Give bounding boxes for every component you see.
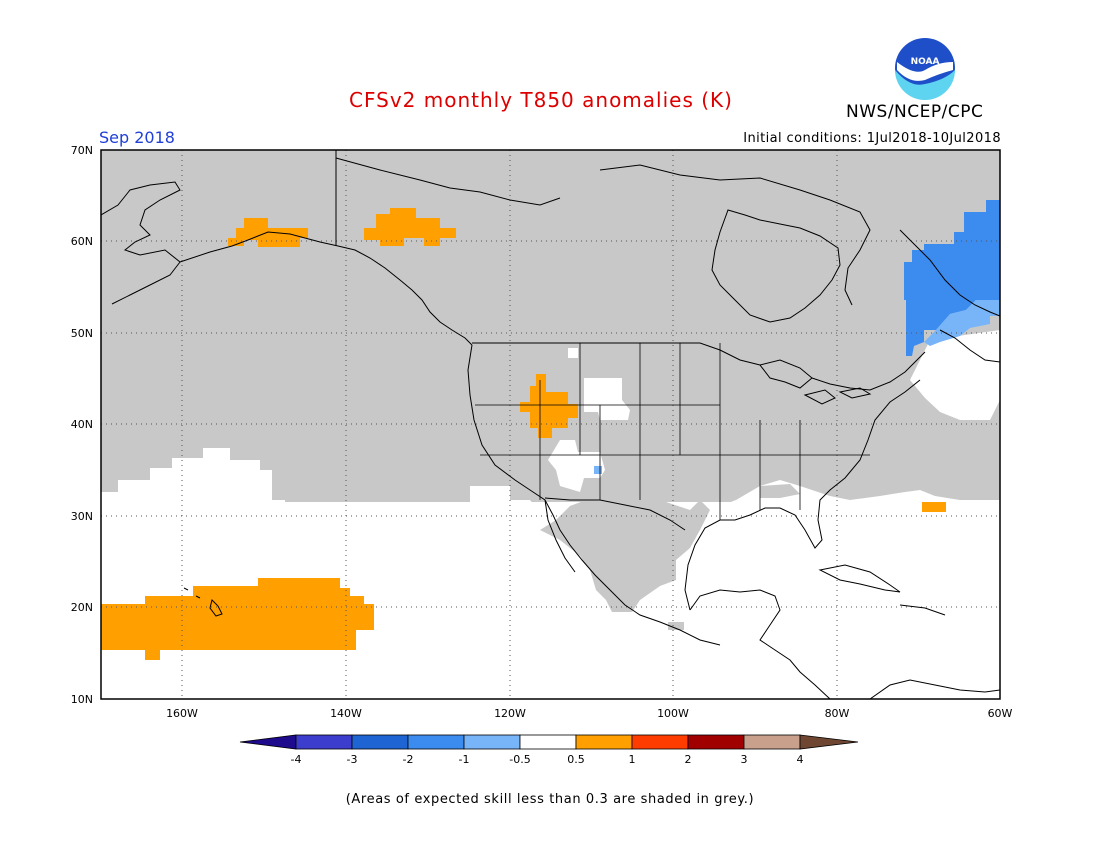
colorbar-segment (295, 734, 353, 750)
anomaly-great-basin (520, 374, 578, 438)
colorbar-arrow-left (239, 734, 297, 750)
colorbar-segment (575, 734, 633, 750)
anomaly-newfoundland (924, 300, 1000, 346)
colorbar-label: 1 (629, 753, 636, 766)
colorbar-label: 0.5 (567, 753, 585, 766)
anomaly-hawaii (101, 578, 374, 660)
colorbar-label: 4 (797, 753, 804, 766)
lat-label: 20N (71, 601, 93, 614)
map-title: CFSv2 monthly T850 anomalies (K) (349, 88, 733, 112)
lat-label: 70N (71, 144, 93, 157)
colorbar-segment (407, 734, 465, 750)
colorbar-label: -0.5 (509, 753, 530, 766)
map-frame (100, 149, 1001, 700)
anomaly-alaska-gulf (364, 208, 456, 246)
lat-label: 10N (71, 693, 93, 706)
lon-label: 60W (988, 707, 1013, 720)
lat-label: 30N (71, 510, 93, 523)
coastlines (101, 150, 1000, 699)
valid-month: Sep 2018 (99, 128, 175, 147)
colorbar: -4 -3 -2 -1 -0.5 0.5 1 2 3 4 (239, 734, 859, 766)
noaa-logo-icon: NOAA (895, 38, 955, 100)
lon-labels: 160W 140W 120W 100W 80W 60W (166, 707, 1012, 720)
skill-mask (101, 150, 1000, 502)
colorbar-segment (463, 734, 521, 750)
lon-label: 160W (166, 707, 198, 720)
skill-footnote: (Areas of expected skill less than 0.3 a… (345, 792, 755, 807)
colorbar-segment (743, 734, 801, 750)
anomaly-labrador (904, 200, 1000, 356)
colorbar-label: -1 (459, 753, 470, 766)
lon-label: 140W (330, 707, 362, 720)
initial-conditions: Initial conditions: 1Jul2018-10Jul2018 (743, 131, 1001, 146)
lon-label: 80W (825, 707, 850, 720)
colorbar-label: -2 (403, 753, 414, 766)
lat-label: 60N (71, 235, 93, 248)
colorbar-label: 3 (741, 753, 748, 766)
lat-label: 40N (71, 418, 93, 431)
colorbar-label: -3 (347, 753, 358, 766)
map-content (101, 150, 1000, 699)
colorbar-label: -4 (291, 753, 302, 766)
colorbar-segment (351, 734, 409, 750)
colorbar-segment (687, 734, 745, 750)
colorbar-label: 2 (685, 753, 692, 766)
state-borders (475, 343, 870, 520)
colorbar-segment (519, 734, 577, 750)
agency-label: NWS/NCEP/CPC (846, 102, 984, 122)
colorbar-segment (631, 734, 689, 750)
lon-label: 100W (657, 707, 689, 720)
colorbar-arrow-right (799, 734, 859, 750)
anomaly-atlantic (922, 502, 946, 512)
lat-label: 50N (71, 327, 93, 340)
lon-label: 120W (494, 707, 526, 720)
lat-labels: 10N 20N 30N 40N 50N 60N 70N (71, 144, 93, 706)
noaa-logo-text: NOAA (911, 57, 940, 67)
